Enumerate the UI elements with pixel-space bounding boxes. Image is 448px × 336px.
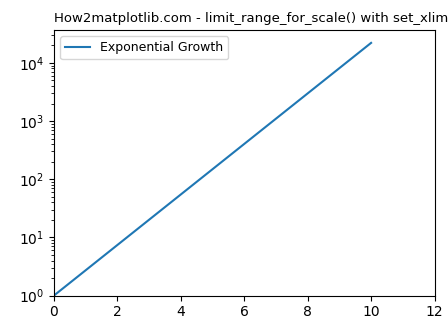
Exponential Growth: [319, 81, 324, 85]
Exponential Growth: [51, 294, 56, 298]
Text: How2matplotlib.com - limit_range_for_scale() with set_xlim() and set_ylim(): How2matplotlib.com - limit_range_for_sca…: [54, 12, 448, 25]
Exponential Growth: [240, 143, 246, 147]
Legend: Exponential Growth: Exponential Growth: [60, 37, 228, 59]
Exponential Growth: [239, 144, 244, 148]
Exponential Growth: [339, 65, 344, 69]
Line: Exponential Growth: Exponential Growth: [54, 43, 371, 296]
Exponential Growth: [368, 41, 374, 45]
Exponential Growth: [246, 139, 251, 143]
Exponential Growth: [52, 293, 57, 297]
